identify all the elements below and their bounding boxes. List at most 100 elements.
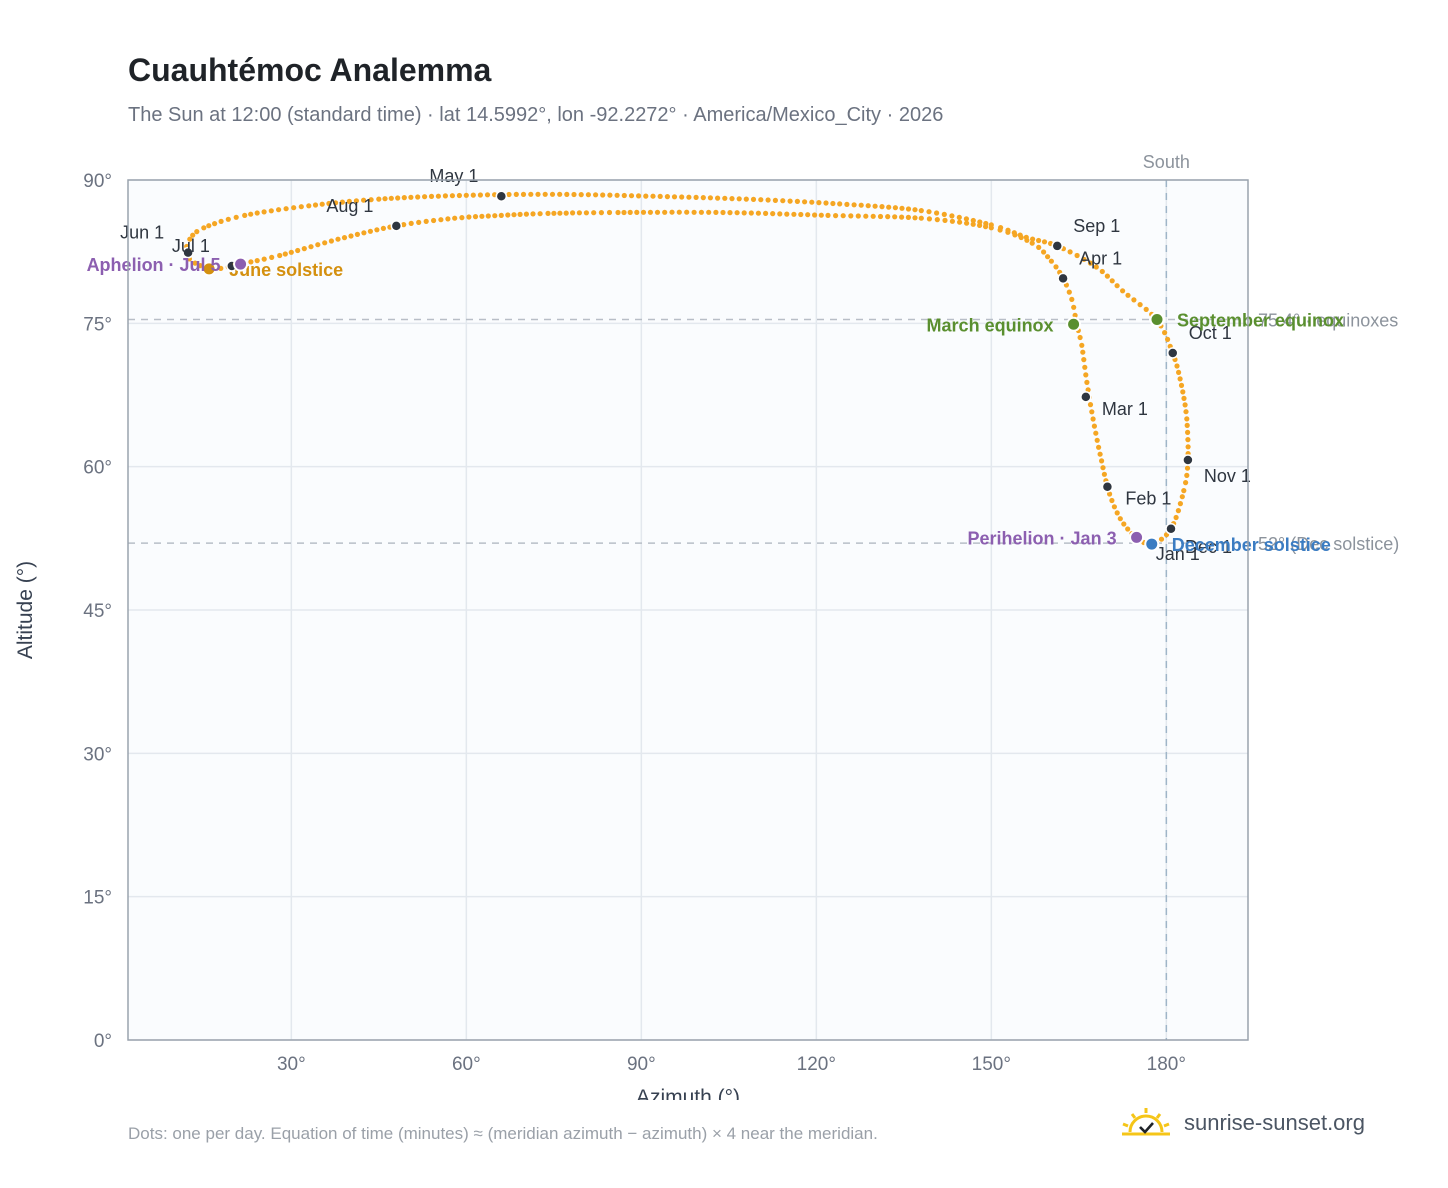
analemma-day-dot (341, 235, 348, 241)
analemma-day-dot (706, 209, 712, 215)
analemma-day-dot (535, 191, 541, 197)
y-tick-label: 15° (83, 888, 112, 909)
analemma-day-dot (855, 213, 861, 219)
analemma-day-dot (926, 216, 933, 222)
analemma-day-dot (1177, 501, 1183, 507)
analemma-day-dot (288, 249, 294, 255)
analemma-day-dot (459, 215, 465, 221)
analemma-day-dot (368, 197, 374, 203)
analemma-day-dot (1085, 387, 1091, 393)
analemma-day-dot (463, 192, 469, 198)
analemma-day-dot (520, 191, 527, 197)
analemma-day-dot (1165, 336, 1171, 342)
analemma-day-dot (837, 201, 843, 207)
analemma-day-dot (276, 207, 282, 213)
analemma-day-dot (192, 260, 198, 266)
analemma-day-dot (218, 218, 224, 224)
brand-logo[interactable]: sunrise-sunset.org (1120, 1106, 1365, 1140)
x-tick-label: 90° (627, 1054, 656, 1075)
month-label: Oct 1 (1189, 323, 1232, 343)
analemma-day-dot (322, 240, 328, 246)
analemma-day-dot (676, 209, 682, 215)
analemma-day-dot (346, 198, 352, 204)
analemma-day-dot (557, 191, 563, 197)
analemma-day-dot (319, 201, 325, 207)
analemma-day-dot (1131, 297, 1137, 303)
analemma-day-dot (727, 210, 733, 216)
analemma-day-dot (283, 206, 289, 212)
analemma-day-dot (684, 209, 690, 215)
month-label: Dec 1 (1185, 537, 1232, 557)
analemma-day-dot (277, 252, 283, 259)
analemma-day-dot (1082, 364, 1088, 370)
plot-frame (127, 179, 1249, 1041)
analemma-day-dot (1087, 260, 1094, 266)
analemma-day-dot (492, 213, 498, 219)
analemma-day-dot (941, 211, 947, 217)
analemma-day-dot (664, 194, 671, 200)
analemma-day-dot (636, 193, 642, 199)
analemma-day-dot (686, 194, 692, 200)
analemma-day-dot (899, 214, 905, 220)
analemma-day-dot (435, 193, 441, 199)
analemma-day-dot (1080, 349, 1086, 355)
y-tick-label: 0° (94, 1031, 112, 1052)
analemma-day-dot (657, 193, 663, 199)
analemma-day-dot (1101, 471, 1107, 477)
x-tick-label: 30° (277, 1054, 306, 1075)
analemma-day-dot (628, 193, 635, 199)
analemma-day-dot (428, 193, 435, 199)
analemma-day-dot (1066, 289, 1072, 295)
analemma-day-dot (707, 195, 714, 201)
analemma-day-dot (1097, 451, 1103, 457)
analemma-day-dot (671, 194, 678, 200)
chart-subtitle: The Sun at 12:00 (standard time) · lat 1… (128, 104, 944, 126)
analemma-day-dot (1173, 514, 1179, 521)
brand-name: sunrise-sunset.org (1184, 1110, 1365, 1135)
analemma-day-dot (194, 229, 200, 235)
analemma-day-dot (983, 220, 989, 227)
month-marker (1101, 480, 1114, 493)
analemma-day-dot (388, 195, 394, 201)
analemma-day-dot (415, 194, 421, 200)
analemma-day-dot (1005, 227, 1011, 233)
grid (128, 179, 1248, 1041)
analemma-day-dot (713, 209, 719, 215)
analemma-day-dot (563, 210, 569, 216)
analemma-day-dot (551, 210, 557, 216)
event-marker (233, 256, 249, 272)
analemma-day-dot (912, 207, 918, 213)
analemma-day-dot (361, 230, 367, 236)
analemma-day-dot (798, 211, 804, 218)
month-label: Jan 1 (1156, 544, 1200, 564)
analemma-day-dot (312, 202, 319, 208)
analemma-day-dot (1180, 389, 1186, 395)
analemma-day-dot (1184, 422, 1190, 428)
analemma-day-dot (1107, 491, 1113, 497)
analemma-day-dot (750, 196, 757, 202)
analemma-day-dot (537, 211, 543, 217)
analemma-day-dot (848, 213, 854, 219)
analemma-day-dot (197, 263, 203, 269)
analemma-day-dot (1185, 437, 1191, 443)
analemma-day-dot (988, 222, 994, 228)
event-label: Aphelion · Jul 5 (87, 255, 221, 275)
analemma-day-dot (1011, 230, 1017, 236)
reference-lines: 75.4° · equinoxes 52° (Dec solstice) South (128, 152, 1399, 1040)
analemma-day-dot (863, 213, 869, 219)
analemma-day-dot (765, 197, 771, 203)
analemma-day-dot (722, 195, 728, 201)
analemma-day-dot (748, 210, 754, 216)
analemma-day-dot (333, 200, 339, 206)
analemma-day-dot (970, 217, 976, 224)
analemma-day-dot (879, 204, 885, 210)
analemma-day-dot (734, 210, 740, 216)
analemma-day-dot (865, 203, 871, 209)
analemma-day-dot (720, 209, 726, 216)
analemma-day-dot (833, 213, 839, 219)
month-marker (495, 190, 508, 202)
analemma-day-dot (1179, 494, 1185, 500)
analemma-track (183, 191, 1191, 547)
analemma-day-dot (1100, 465, 1106, 471)
analemma-day-dot (949, 218, 956, 224)
